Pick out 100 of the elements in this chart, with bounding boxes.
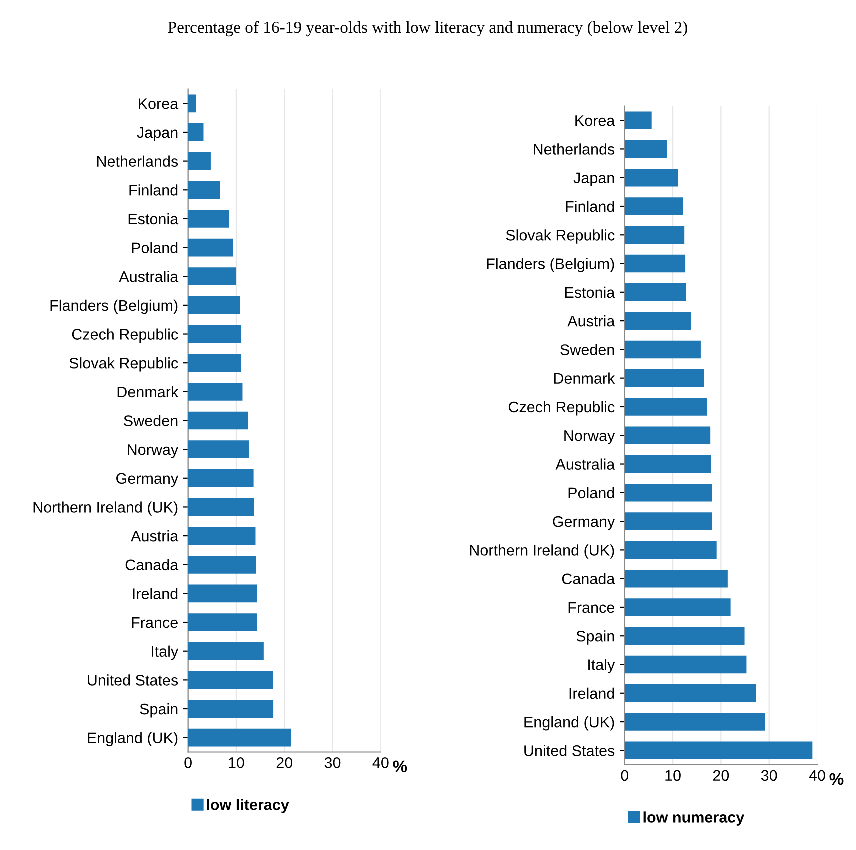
text: Percentage of 16-19 year-olds with low literacy and numeracy (below level 2) <box>168 21 688 37</box>
y-tick-label: Italy <box>152 646 179 660</box>
y-tick-label: Denmark <box>554 372 616 384</box>
y-tick-label: Denmark <box>118 386 179 398</box>
y-tick-label: Norway <box>564 430 616 444</box>
y-tick-label: Finland <box>130 184 178 196</box>
y-tick-label: Finland <box>566 200 614 212</box>
bar <box>188 382 243 401</box>
y-tick-label: Czech Republic <box>508 401 615 416</box>
bar <box>624 140 668 158</box>
bar <box>624 398 708 416</box>
bar <box>188 642 264 660</box>
bar <box>624 455 712 474</box>
bar <box>624 226 685 244</box>
bar <box>624 570 728 588</box>
y-tick-label: Netherlands <box>97 156 178 167</box>
y-tick-label: Canada <box>126 559 179 571</box>
x-tick-label: 20 <box>276 758 293 768</box>
y-tick-label: Austria <box>568 316 616 327</box>
bar <box>624 254 686 273</box>
bar <box>624 713 766 731</box>
bar <box>188 556 256 574</box>
bar <box>624 684 756 702</box>
bar <box>624 369 704 388</box>
bar <box>188 210 230 228</box>
y-tick-label: Norway <box>128 444 179 458</box>
y-tick-label: Germany <box>116 473 179 488</box>
x-axis-title: % <box>393 760 408 772</box>
bar <box>188 152 211 170</box>
legend-label: low numeracy <box>644 812 745 826</box>
bar <box>188 527 256 545</box>
y-tick-label: Czech Republic <box>72 328 178 343</box>
y-tick-label: Austria <box>131 530 179 542</box>
bar <box>188 124 204 142</box>
bar <box>624 541 717 560</box>
y-tick-label: Korea <box>139 98 179 110</box>
x-tick-label: 0 <box>184 758 192 768</box>
y-tick-label: Sweden <box>124 415 178 426</box>
y-tick-label: England (UK) <box>88 732 178 747</box>
y-tick-label: Ireland <box>133 588 178 600</box>
bar <box>624 627 745 645</box>
bar <box>188 728 292 747</box>
y-tick-label: Poland <box>132 242 178 254</box>
y-tick-label: France <box>132 618 178 628</box>
bar <box>624 598 731 616</box>
x-tick-label: 20 <box>713 770 730 782</box>
x-tick-label: 30 <box>324 758 341 768</box>
y-tick-label: Flanders (Belgium) <box>487 258 614 272</box>
x-tick-label: 10 <box>229 758 244 768</box>
y-tick-label: Korea <box>576 116 616 126</box>
y-tick-label: United States <box>524 745 615 756</box>
x-tick-label: 40 <box>372 758 389 768</box>
y-tick-label: Slovak Republic <box>70 358 178 372</box>
y-tick-label: Spain <box>576 630 614 645</box>
x-axis-title: % <box>830 773 844 786</box>
y-tick-label: Poland <box>568 487 614 499</box>
y-tick-label: Slovak Republic <box>506 230 615 244</box>
y-tick-label: Estonia <box>128 213 179 225</box>
bar <box>188 584 258 603</box>
bar <box>624 426 711 445</box>
y-tick-label: Australia <box>119 271 179 282</box>
y-tick-label: France <box>568 602 614 614</box>
y-tick-label: Sweden <box>560 344 614 356</box>
bar <box>624 742 813 760</box>
y-tick-label: Flanders (Belgium) <box>50 300 178 314</box>
bar <box>188 671 274 690</box>
bar <box>188 440 249 459</box>
bar <box>188 498 254 516</box>
bar <box>624 112 652 130</box>
y-tick-label: Italy <box>588 659 616 674</box>
bar <box>188 94 196 113</box>
x-tick-label: 0 <box>621 770 629 782</box>
y-tick-label: Ireland <box>570 688 614 700</box>
bar <box>624 312 692 330</box>
bar <box>188 469 254 488</box>
y-tick-label: Northern Ireland (UK) <box>470 544 614 559</box>
y-tick-label: Netherlands <box>534 144 615 155</box>
bar <box>624 512 712 530</box>
bar <box>624 340 701 359</box>
bar <box>624 656 747 674</box>
y-tick-label: Canada <box>562 573 616 585</box>
bar <box>188 181 220 200</box>
x-tick-label: 10 <box>666 770 681 782</box>
y-tick-label: United States <box>88 674 178 686</box>
y-tick-label: Northern Ireland (UK) <box>34 502 178 516</box>
bar <box>188 700 274 718</box>
y-tick-label: Australia <box>556 458 616 470</box>
y-tick-label: Japan <box>137 128 178 142</box>
bar <box>188 296 240 314</box>
y-tick-label: Estonia <box>565 286 616 298</box>
legend-label: low literacy <box>207 799 290 814</box>
bar <box>624 484 712 502</box>
x-tick-label: 40 <box>809 770 826 782</box>
bar <box>188 354 242 372</box>
bar <box>188 325 242 344</box>
x-tick-label: 30 <box>761 770 778 782</box>
bar <box>624 284 687 302</box>
bar <box>188 412 248 430</box>
bar <box>624 198 684 216</box>
y-tick-label: Japan <box>574 172 614 187</box>
